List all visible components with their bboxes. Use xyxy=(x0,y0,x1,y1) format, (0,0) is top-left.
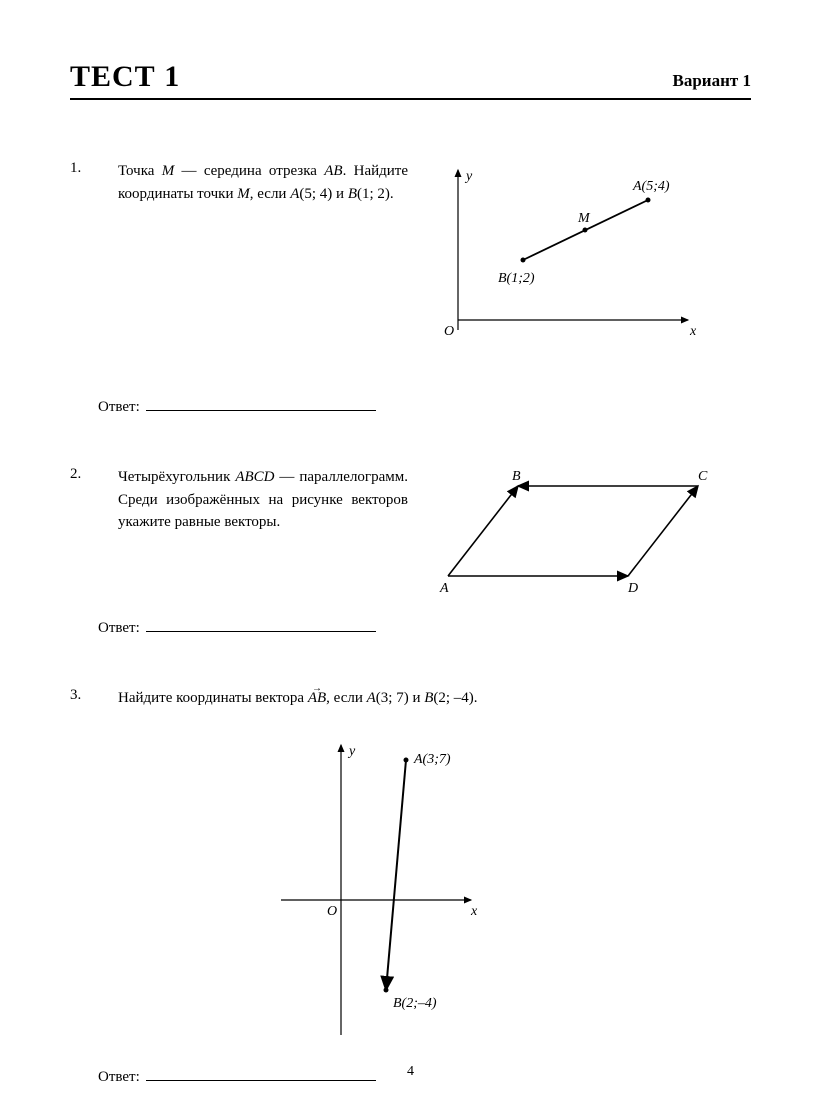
vertex-a: A xyxy=(439,581,449,596)
var-b: B xyxy=(348,186,357,202)
vector-arrow-icon: → xyxy=(308,684,326,694)
var-m: M xyxy=(162,163,175,179)
problem-number: 2. xyxy=(70,466,98,483)
answer-row: Ответ: xyxy=(98,395,751,416)
problem-3: 3. Найдите координаты вектора →AB, если … xyxy=(70,687,751,1086)
var-abcd: ABCD xyxy=(235,469,274,485)
answer-label: Ответ: xyxy=(98,399,140,416)
problem-text: Четырёхугольник ABCD — параллелограмм. С… xyxy=(118,466,408,534)
point-b-label: B(2;–4) xyxy=(393,996,437,1011)
text: (3; 7) и xyxy=(376,690,424,706)
origin-label: O xyxy=(444,324,454,339)
problem-2: 2. Четырёхугольник ABCD — параллелограмм… xyxy=(70,466,751,637)
point-a-label: A(5;4) xyxy=(632,179,670,194)
figure-2: A B C D xyxy=(428,466,718,606)
page-number: 4 xyxy=(0,1064,821,1080)
text: Найдите координаты вектора xyxy=(118,690,308,706)
point-a-label: A(3;7) xyxy=(413,752,451,767)
var-a: A xyxy=(367,690,376,706)
origin-label: O xyxy=(327,904,337,919)
vertex-d: D xyxy=(627,581,638,596)
text: , если xyxy=(250,186,290,202)
text: , если xyxy=(326,690,366,706)
text: (2; –4). xyxy=(433,690,477,706)
x-axis-label: x xyxy=(689,324,697,339)
answer-row: Ответ: xyxy=(98,616,751,637)
answer-blank[interactable] xyxy=(146,616,376,632)
problem-number: 3. xyxy=(70,687,98,704)
text: (1; 2). xyxy=(357,186,394,202)
text: — середина отрезка xyxy=(174,163,324,179)
problem-text: Точка M — середина отрезка AB. Найдите к… xyxy=(118,160,408,205)
test-title: ТЕСТ 1 xyxy=(70,60,180,94)
header: ТЕСТ 1 Вариант 1 xyxy=(70,60,751,100)
parallelogram-icon: A B C D xyxy=(428,466,718,601)
y-axis-label: y xyxy=(464,169,473,184)
vector-ab: →AB xyxy=(308,687,326,710)
var-b: B xyxy=(424,690,433,706)
answer-label: Ответ: xyxy=(98,620,140,637)
vertex-b: B xyxy=(512,469,521,484)
vector-plot-icon: y x O A(3;7) B(2;–4) xyxy=(271,735,551,1045)
x-axis-label: x xyxy=(470,904,478,919)
text: Точка xyxy=(118,163,162,179)
text: Четырёхугольник xyxy=(118,469,235,485)
problem-number: 1. xyxy=(70,160,98,177)
figure-3: y x O A(3;7) B(2;–4) xyxy=(70,735,751,1045)
answer-blank[interactable] xyxy=(146,395,376,411)
problem-1: 1. Точка M — середина отрезка AB. Найдит… xyxy=(70,160,751,416)
variant-label: Вариант 1 xyxy=(673,71,751,91)
text: (5; 4) и xyxy=(299,186,347,202)
coord-plot-icon: y x O A(5;4) B(1;2) M xyxy=(428,160,708,350)
figure-1: y x O A(5;4) B(1;2) M xyxy=(428,160,708,355)
point-m-label: M xyxy=(577,211,591,226)
point-b-label: B(1;2) xyxy=(498,271,535,286)
problem-text: Найдите координаты вектора →AB, если A(3… xyxy=(118,687,751,710)
var-m: M xyxy=(237,186,250,202)
y-axis-label: y xyxy=(347,744,356,759)
var-ab: AB xyxy=(324,163,342,179)
page: ТЕСТ 1 Вариант 1 1. Точка M — середина о… xyxy=(0,0,821,1102)
var-a: A xyxy=(290,186,299,202)
vertex-c: C xyxy=(698,469,708,484)
